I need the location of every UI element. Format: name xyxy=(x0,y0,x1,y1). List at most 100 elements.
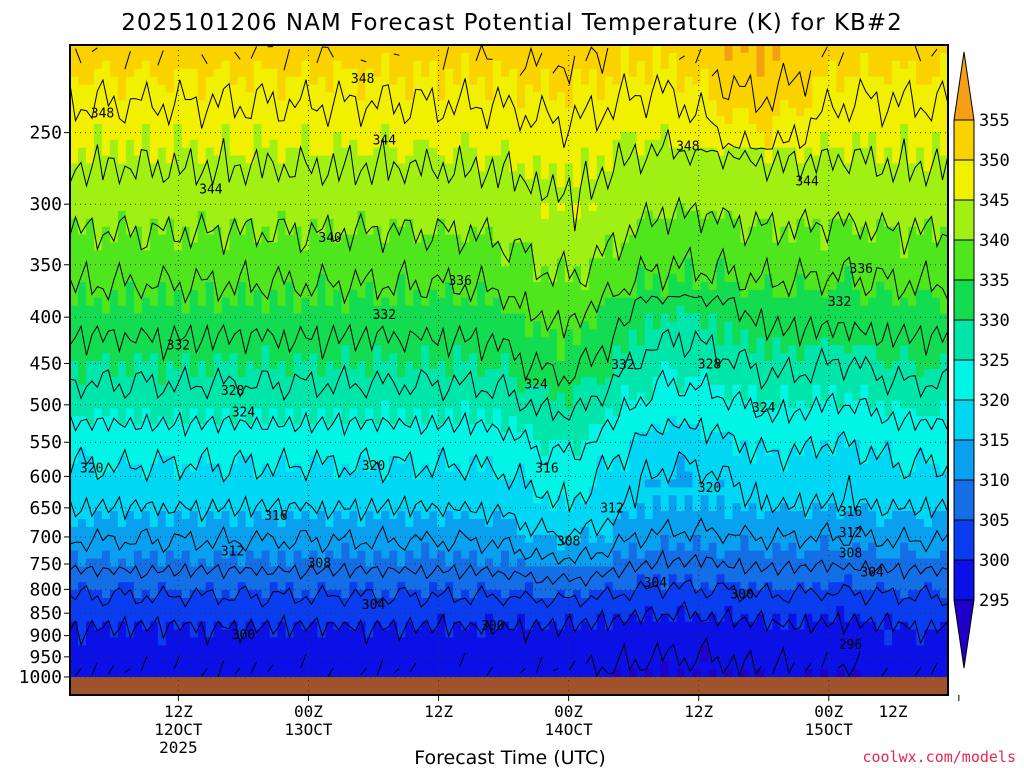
field-cell xyxy=(884,100,893,109)
field-cell xyxy=(604,203,614,212)
field-cell xyxy=(716,234,726,244)
field-cell xyxy=(373,258,382,267)
field-cell xyxy=(628,266,638,275)
field-cell xyxy=(333,242,342,251)
field-cell xyxy=(924,124,933,133)
field-cell xyxy=(149,313,159,323)
field-cell xyxy=(349,131,358,141)
field-cell xyxy=(493,313,502,323)
field-cell xyxy=(133,155,143,165)
field-cell xyxy=(133,313,143,323)
field-cell xyxy=(373,321,382,330)
field-cell xyxy=(293,361,303,370)
field-cell xyxy=(556,139,566,149)
field-cell xyxy=(820,218,829,228)
field-cell xyxy=(868,258,877,267)
field-cell xyxy=(101,124,111,133)
field-cell xyxy=(381,218,390,228)
field-cell xyxy=(924,210,933,220)
field-cell xyxy=(548,345,558,354)
field-cell xyxy=(748,353,758,362)
field-cell xyxy=(564,84,574,93)
field-cell xyxy=(405,353,414,362)
field-cell xyxy=(261,108,271,117)
field-cell xyxy=(189,353,199,362)
field-cell xyxy=(652,384,662,394)
field-cell xyxy=(652,68,662,78)
field-cell xyxy=(477,116,486,125)
field-cell xyxy=(764,108,773,117)
field-cell xyxy=(620,242,630,251)
field-cell xyxy=(77,124,87,133)
field-cell xyxy=(485,68,494,78)
field-cell xyxy=(556,68,566,78)
field-cell xyxy=(501,242,510,251)
field-cell xyxy=(924,274,933,283)
field-cell xyxy=(485,108,494,117)
field-cell xyxy=(940,305,949,315)
field-cell xyxy=(157,195,167,204)
field-cell xyxy=(836,203,845,212)
field-cell xyxy=(501,218,510,228)
field-cell xyxy=(333,313,342,323)
field-cell xyxy=(612,282,622,291)
field-cell xyxy=(85,163,95,172)
field-cell xyxy=(596,234,606,244)
field-cell xyxy=(756,155,766,165)
field-cell xyxy=(604,226,614,236)
field-cell xyxy=(836,234,845,244)
field-cell xyxy=(165,250,175,259)
field-cell xyxy=(716,376,726,386)
field-cell xyxy=(620,266,630,275)
field-cell xyxy=(77,45,87,54)
field-cell xyxy=(133,100,143,109)
field-cell xyxy=(317,250,327,259)
field-cell xyxy=(365,345,374,354)
field-cell xyxy=(716,384,726,394)
field-cell xyxy=(293,392,303,402)
field-cell xyxy=(429,155,438,165)
field-cell xyxy=(740,313,750,323)
field-cell xyxy=(692,163,702,172)
field-cell xyxy=(892,226,901,236)
field-cell xyxy=(868,305,877,315)
field-cell xyxy=(85,392,95,402)
field-cell xyxy=(732,242,742,251)
field-cell xyxy=(357,203,366,212)
field-cell xyxy=(293,250,303,259)
field-cell xyxy=(205,329,215,338)
field-cell xyxy=(125,345,135,354)
field-cell xyxy=(908,289,917,299)
field-cell xyxy=(764,376,773,386)
field-cell xyxy=(493,384,502,394)
field-cell xyxy=(125,250,135,259)
field-cell xyxy=(556,353,566,362)
field-cell xyxy=(469,163,478,172)
field-cell xyxy=(421,195,430,204)
field-cell xyxy=(804,155,813,165)
field-cell xyxy=(644,155,654,165)
field-cell xyxy=(740,210,750,220)
field-cell xyxy=(293,163,303,172)
field-cell xyxy=(732,321,742,330)
field-cell xyxy=(85,250,95,259)
field-cell xyxy=(389,368,398,378)
field-cell xyxy=(85,195,95,204)
field-cell xyxy=(77,242,87,251)
field-cell xyxy=(540,392,550,402)
field-cell xyxy=(748,305,758,315)
field-cell xyxy=(780,234,789,244)
field-cell xyxy=(852,171,861,180)
field-cell xyxy=(357,100,366,109)
field-cell xyxy=(205,147,215,157)
field-cell xyxy=(373,361,382,370)
field-cell xyxy=(668,376,678,386)
field-cell xyxy=(333,361,342,370)
field-cell xyxy=(852,147,861,157)
field-cell xyxy=(620,313,630,323)
field-cell xyxy=(828,250,837,259)
field-cell xyxy=(892,131,901,141)
field-cell xyxy=(125,179,135,188)
field-cell xyxy=(620,337,630,346)
field-cell xyxy=(405,92,414,101)
